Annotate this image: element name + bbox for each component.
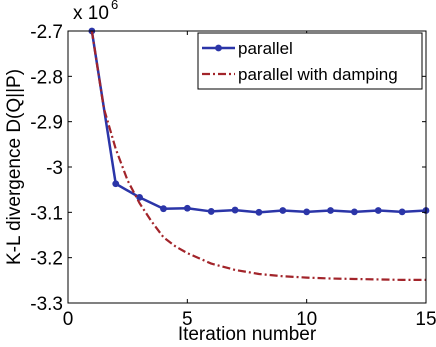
data-point-parallel	[231, 206, 239, 214]
legend: parallel parallel with damping	[197, 32, 423, 90]
data-point-parallel	[255, 208, 263, 216]
x-tick-label: 15	[415, 309, 436, 330]
y-tick-label: -3.2	[30, 249, 63, 270]
legend-box	[197, 32, 423, 90]
data-point-parallel	[160, 205, 167, 213]
series-line-parallel-with-damping	[90, 30, 426, 281]
y-tick-label: -2.9	[30, 113, 63, 134]
y-tick-label: -3.3	[30, 294, 63, 315]
data-point-parallel	[327, 207, 334, 214]
x-tick-label: 5	[182, 309, 193, 330]
y-tick-label: -3.1	[30, 203, 63, 224]
data-point-parallel	[112, 180, 120, 188]
x-tick-label: 0	[63, 309, 74, 330]
data-point-parallel	[303, 208, 311, 216]
data-point-parallel	[207, 208, 215, 215]
series-layer	[88, 27, 430, 281]
data-point-parallel	[351, 208, 358, 216]
data-point-parallel	[183, 204, 191, 212]
axes: 0 5 10 15 -2.7 -2.8 -2.9 -3 -3.1 -3.2 -3.3	[30, 22, 436, 330]
legend-marker-parallel	[215, 44, 222, 52]
data-point-parallel	[136, 193, 144, 201]
data-point-parallel	[398, 208, 406, 216]
y-tick-label: -3	[46, 158, 63, 179]
data-point-parallel	[279, 207, 287, 214]
x-tick-label: 10	[296, 309, 317, 330]
y-tick-label: -2.8	[30, 67, 63, 88]
y-axis-label: K-L divergence D(Q||P)	[4, 69, 25, 265]
data-point-parallel	[374, 207, 382, 214]
x-axis-label: Iteration number	[178, 324, 317, 345]
y-tick-label: -2.7	[30, 22, 63, 43]
y-multiplier-base: x 10	[73, 3, 109, 24]
legend-label-damping: parallel with damping	[238, 65, 398, 84]
y-multiplier-exponent: 6	[111, 0, 118, 12]
legend-label-parallel: parallel	[238, 39, 293, 58]
